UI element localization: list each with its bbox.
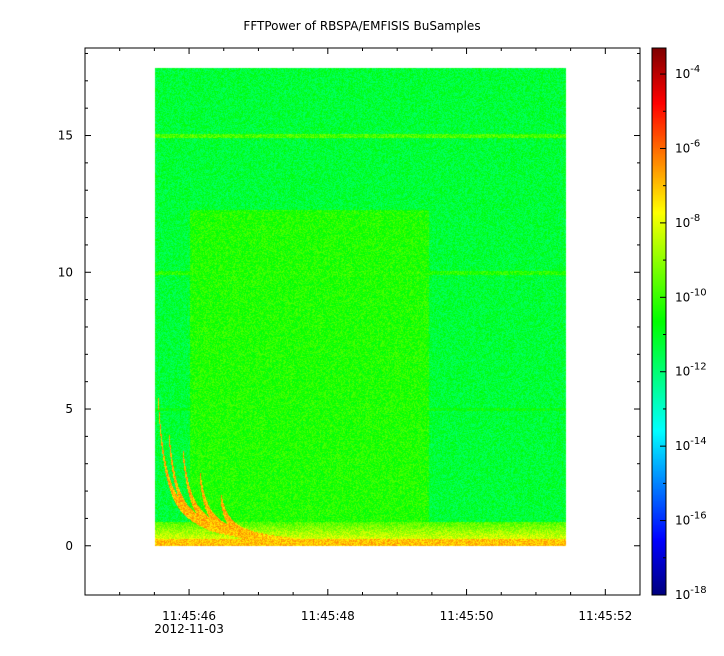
y-tick-label: 15 [58,129,73,143]
colorbar-tick-label: 10-14 [675,436,707,453]
x-tick-label: 11:45:48 [301,609,355,623]
colorbar-tick-label: 10-8 [675,213,700,230]
colorbar-border [651,47,667,596]
colorbar-axis: 10-18 10-16 10-14 10-12 10-10 10-8 10-6 10-4 [660,64,707,602]
y-tick-label: 10 [58,265,73,279]
colorbar-tick-label: 10-12 [675,362,707,379]
spectrogram-heatmap [85,48,640,595]
x-tick-label: 11:45:52 [578,609,632,623]
x-date-label: 2012-11-03 [154,622,224,636]
y-axis: 0 5 10 15 [58,52,640,553]
colorbar: 10-18 10-16 10-14 10-12 10-10 10-8 10-6 10-4 [651,47,707,602]
x-axis: 11:45:46 11:45:48 11:45:50 11:45:52 2012-11-… [84,48,641,636]
colorbar-tick-label: 10-10 [675,287,707,304]
colorbar-tick-label: 10-16 [675,511,707,528]
y-tick-label: 5 [65,402,73,416]
colorbar-tick-label: 10-18 [675,585,707,602]
heatmap-layer [85,48,640,595]
y-tick-label: 0 [65,539,73,553]
colorbar-tick-label: 10-4 [675,64,700,81]
colorbar-gradient [652,48,666,595]
colorbar-tick-label: 10-6 [675,138,700,155]
x-tick-label: 11:45:46 [162,609,216,623]
x-tick-label: 11:45:50 [440,609,494,623]
chart-title: FFTPower of RBSPA/EMFISIS BuSamples [243,19,480,33]
plot-area: 0 5 10 15 11:45:46 11:45:48 11:45:50 11:45:52 2… [58,47,641,636]
colorbar-layer [652,48,666,595]
